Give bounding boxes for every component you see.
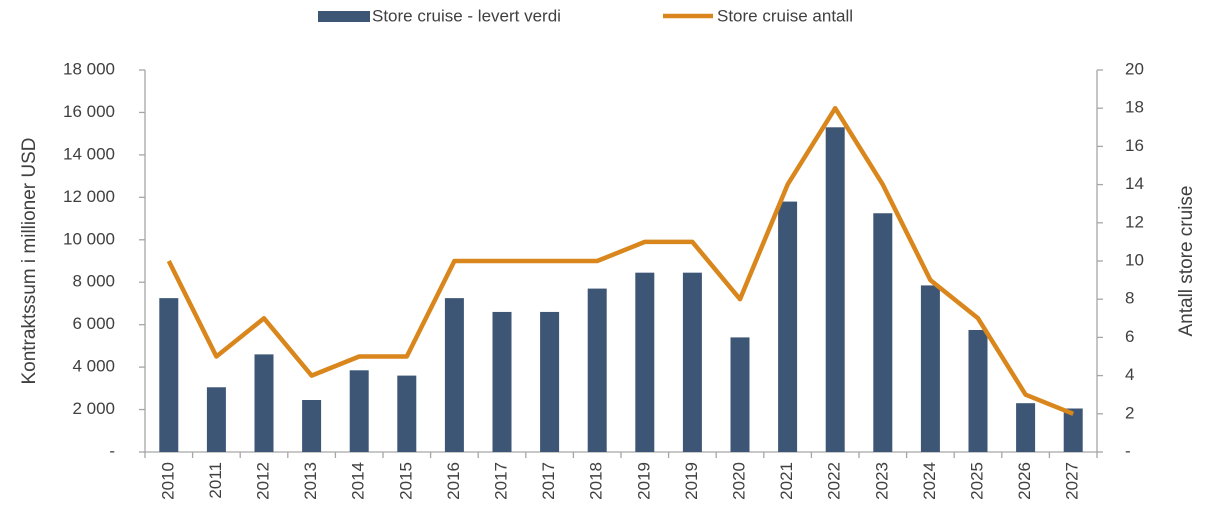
bar — [825, 127, 845, 453]
y2-tick-label: 16 — [1125, 136, 1144, 155]
x-tick-label: 2024 — [920, 462, 939, 500]
x-tick-label: 2026 — [1015, 462, 1034, 500]
bar — [444, 298, 464, 452]
x-tick-label: 2020 — [729, 462, 748, 500]
y2-tick-label: 4 — [1125, 365, 1134, 384]
bar — [540, 311, 560, 452]
x-tick-label: 2014 — [349, 462, 368, 500]
y-tick-label: 6 000 — [72, 314, 115, 333]
x-tick-label: 2022 — [825, 462, 844, 500]
y2-tick-label: 18 — [1125, 98, 1144, 117]
x-tick-label: 2011 — [206, 462, 225, 499]
y2-tick-label: 2 — [1125, 403, 1134, 422]
y2-tick-label: 12 — [1125, 212, 1144, 231]
x-tick-label: 2018 — [587, 462, 606, 500]
x-tick-label: 2021 — [777, 462, 796, 500]
x-tick-label: 2019 — [682, 462, 701, 500]
y-axis-title: Kontraktssum i millioner USD — [19, 137, 40, 384]
legend-label: Store cruise antall — [717, 6, 853, 25]
x-tick-label: 2016 — [444, 462, 463, 500]
legend-label: Store cruise - levert verdi — [372, 6, 561, 25]
bar — [587, 288, 607, 452]
bar — [968, 329, 988, 452]
y-tick-label: 4 000 — [72, 357, 115, 376]
bar — [349, 370, 369, 452]
y2-axis-title: Antall store cruise — [1176, 185, 1197, 336]
line — [166, 105, 1075, 416]
y2-tick-label: 20 — [1125, 59, 1144, 78]
y-tick-label: - — [109, 441, 115, 460]
x-tick-label: 2013 — [301, 462, 320, 500]
y-tick-label: 8 000 — [72, 272, 115, 291]
x-tick-label: 2012 — [253, 462, 272, 500]
x-tick-label: 2015 — [396, 462, 415, 500]
y-tick-label: 16 000 — [63, 102, 115, 121]
y-tick-label: 18 000 — [63, 59, 115, 78]
bar — [1016, 403, 1036, 452]
bar — [682, 272, 702, 452]
y-tick-label: 12 000 — [63, 187, 115, 206]
x-tick-label: 2027 — [1063, 462, 1082, 500]
bar — [730, 337, 750, 452]
y-tick-label: 14 000 — [63, 144, 115, 163]
legend-swatch — [318, 11, 370, 22]
bar — [206, 387, 226, 452]
bar — [635, 272, 655, 452]
bar — [254, 354, 274, 452]
x-tick-label: 2023 — [872, 462, 891, 500]
x-tick-label: 2017 — [491, 462, 510, 500]
bar — [778, 201, 798, 452]
x-tick-label: 2025 — [967, 462, 986, 500]
x-tick-label: 2010 — [158, 462, 177, 500]
y-tick-label: 10 000 — [63, 229, 115, 248]
y2-tick-label: 8 — [1125, 289, 1134, 308]
y2-tick-label: 6 — [1125, 327, 1134, 346]
bar — [302, 400, 322, 452]
y2-tick-label: 10 — [1125, 250, 1144, 269]
bar — [397, 375, 417, 452]
bar — [1063, 408, 1083, 452]
y2-tick-label: 14 — [1125, 174, 1144, 193]
bar — [492, 311, 512, 452]
y2-tick-label: - — [1125, 441, 1131, 460]
bar — [159, 298, 179, 452]
bar — [920, 285, 940, 452]
x-tick-label: 2019 — [634, 462, 653, 500]
y-tick-label: 2 000 — [72, 399, 115, 418]
x-tick-label: 2017 — [539, 462, 558, 500]
bar — [873, 213, 893, 452]
